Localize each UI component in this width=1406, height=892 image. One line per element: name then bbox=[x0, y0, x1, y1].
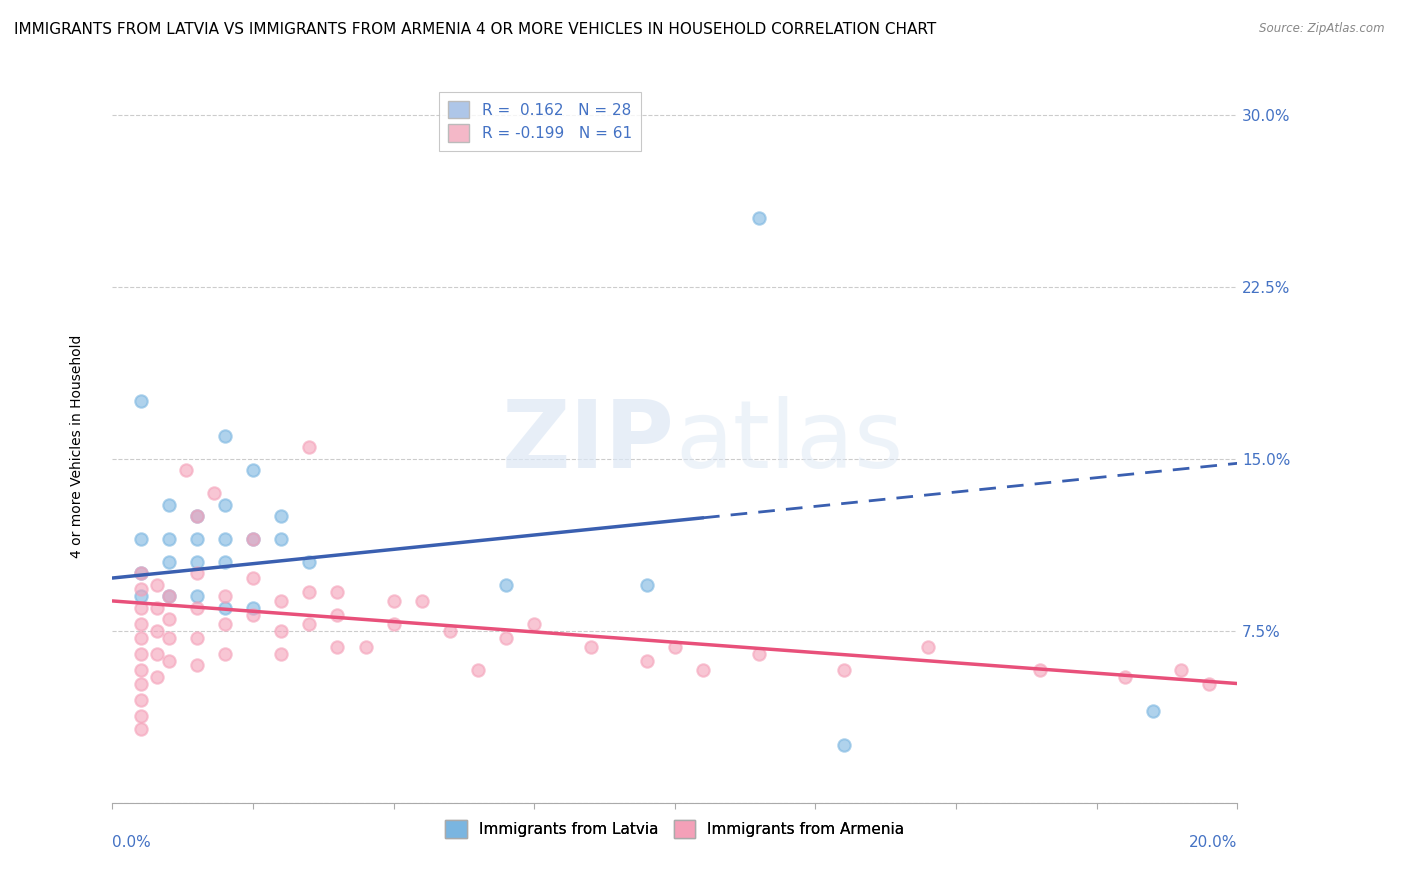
Point bbox=[1170, 663, 1192, 677]
Point bbox=[242, 607, 264, 622]
Point bbox=[157, 555, 180, 569]
Point bbox=[129, 647, 152, 661]
Point bbox=[129, 566, 152, 581]
Point bbox=[242, 532, 264, 546]
Text: 4 or more Vehicles in Household: 4 or more Vehicles in Household bbox=[70, 334, 84, 558]
Point bbox=[270, 509, 292, 524]
Point bbox=[242, 571, 264, 585]
Point bbox=[214, 532, 236, 546]
Point bbox=[832, 663, 855, 677]
Point bbox=[186, 658, 208, 673]
Point bbox=[298, 584, 321, 599]
Point bbox=[832, 739, 855, 753]
Point bbox=[129, 663, 152, 677]
Point bbox=[326, 584, 349, 599]
Point bbox=[664, 640, 686, 654]
Point bbox=[242, 600, 264, 615]
Point bbox=[1142, 704, 1164, 718]
Text: atlas: atlas bbox=[675, 395, 903, 488]
Point bbox=[439, 624, 461, 638]
Point bbox=[146, 647, 169, 661]
Point bbox=[270, 594, 292, 608]
Point bbox=[270, 647, 292, 661]
Point bbox=[157, 498, 180, 512]
Point bbox=[129, 723, 152, 737]
Point bbox=[146, 578, 169, 592]
Point bbox=[298, 616, 321, 631]
Point bbox=[523, 616, 546, 631]
Point bbox=[411, 594, 433, 608]
Legend: Immigrants from Latvia, Immigrants from Armenia: Immigrants from Latvia, Immigrants from … bbox=[437, 813, 912, 846]
Point bbox=[354, 640, 377, 654]
Point bbox=[129, 631, 152, 645]
Point bbox=[186, 590, 208, 604]
Point bbox=[1198, 676, 1220, 690]
Point bbox=[129, 600, 152, 615]
Point bbox=[129, 692, 152, 706]
Point bbox=[242, 532, 264, 546]
Point bbox=[214, 600, 236, 615]
Point bbox=[748, 647, 770, 661]
Point bbox=[146, 600, 169, 615]
Point bbox=[214, 616, 236, 631]
Point bbox=[692, 663, 714, 677]
Point bbox=[1114, 670, 1136, 684]
Point bbox=[157, 612, 180, 626]
Point bbox=[186, 509, 208, 524]
Point bbox=[579, 640, 602, 654]
Point bbox=[129, 394, 152, 409]
Point bbox=[202, 486, 225, 500]
Text: 20.0%: 20.0% bbox=[1189, 835, 1237, 850]
Point bbox=[157, 590, 180, 604]
Point bbox=[748, 211, 770, 225]
Point bbox=[157, 654, 180, 668]
Point bbox=[326, 640, 349, 654]
Point bbox=[157, 631, 180, 645]
Point bbox=[129, 616, 152, 631]
Text: IMMIGRANTS FROM LATVIA VS IMMIGRANTS FROM ARMENIA 4 OR MORE VEHICLES IN HOUSEHOL: IMMIGRANTS FROM LATVIA VS IMMIGRANTS FRO… bbox=[14, 22, 936, 37]
Point bbox=[157, 532, 180, 546]
Point bbox=[495, 631, 517, 645]
Point bbox=[146, 624, 169, 638]
Point bbox=[270, 624, 292, 638]
Point bbox=[326, 607, 349, 622]
Point bbox=[157, 590, 180, 604]
Point bbox=[636, 578, 658, 592]
Point bbox=[186, 532, 208, 546]
Point bbox=[129, 532, 152, 546]
Point bbox=[186, 631, 208, 645]
Text: Source: ZipAtlas.com: Source: ZipAtlas.com bbox=[1260, 22, 1385, 36]
Text: 0.0%: 0.0% bbox=[112, 835, 152, 850]
Point bbox=[214, 498, 236, 512]
Point bbox=[242, 463, 264, 477]
Point bbox=[186, 600, 208, 615]
Point bbox=[214, 647, 236, 661]
Point bbox=[382, 616, 405, 631]
Point bbox=[298, 555, 321, 569]
Text: ZIP: ZIP bbox=[502, 395, 675, 488]
Point bbox=[917, 640, 939, 654]
Point bbox=[186, 509, 208, 524]
Point bbox=[129, 708, 152, 723]
Point bbox=[186, 566, 208, 581]
Point bbox=[129, 566, 152, 581]
Point bbox=[214, 555, 236, 569]
Point bbox=[129, 590, 152, 604]
Point bbox=[146, 670, 169, 684]
Point bbox=[1029, 663, 1052, 677]
Point bbox=[214, 429, 236, 443]
Point bbox=[636, 654, 658, 668]
Point bbox=[298, 440, 321, 454]
Point bbox=[174, 463, 197, 477]
Point bbox=[382, 594, 405, 608]
Point bbox=[214, 590, 236, 604]
Point bbox=[186, 555, 208, 569]
Point bbox=[467, 663, 489, 677]
Point bbox=[270, 532, 292, 546]
Point bbox=[495, 578, 517, 592]
Point bbox=[129, 676, 152, 690]
Point bbox=[129, 582, 152, 597]
